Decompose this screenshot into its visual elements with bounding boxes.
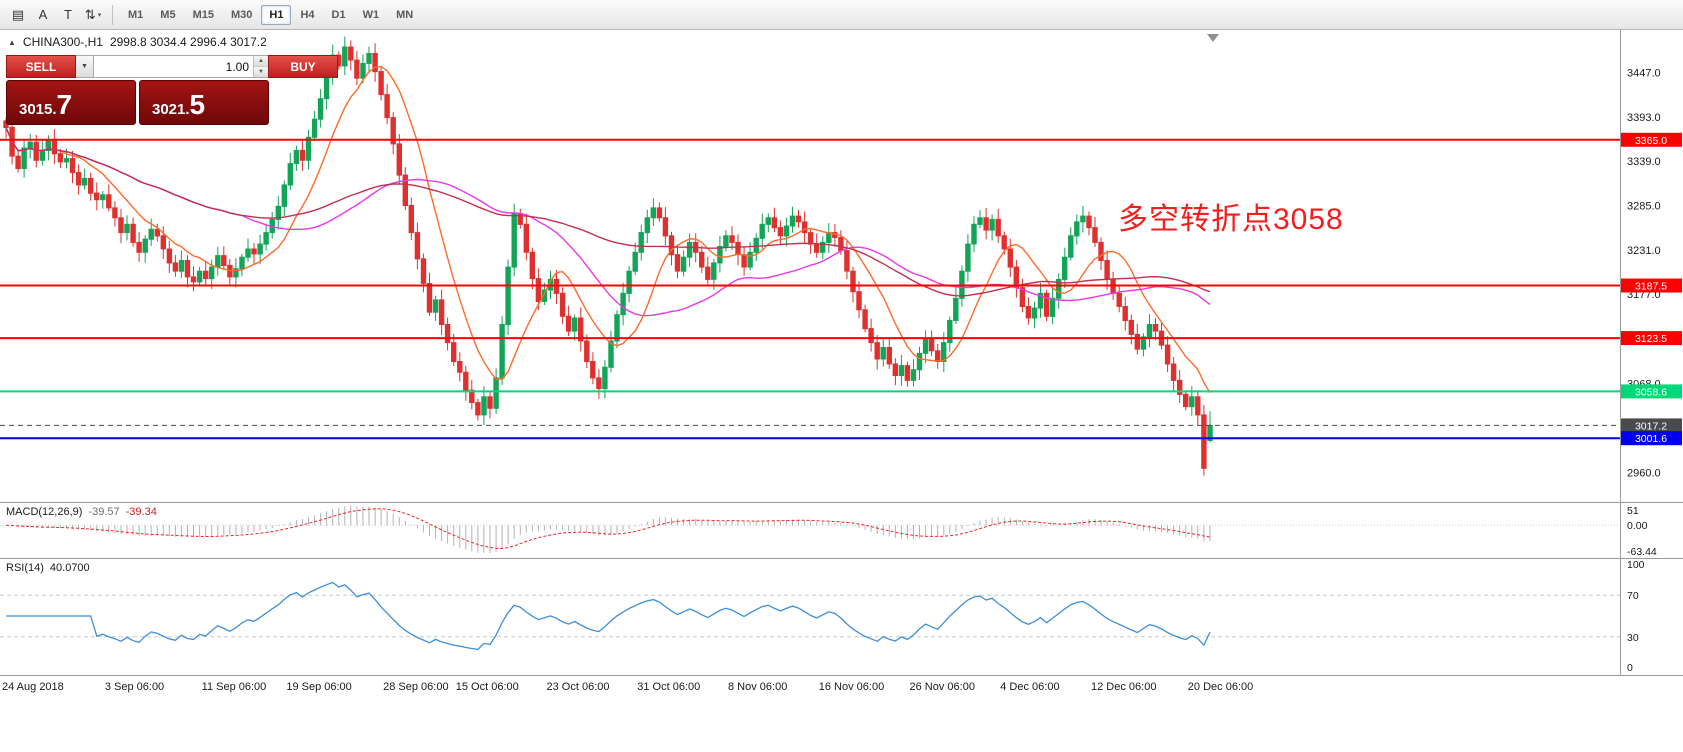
ask-price-big-digit: 5: [189, 89, 206, 121]
tick-levels-icon[interactable]: ▤: [11, 6, 25, 22]
svg-text:0: 0: [1627, 662, 1633, 674]
volume-spinner: ▲ ▼: [253, 56, 268, 77]
bid-price-big-digit: 7: [56, 89, 73, 121]
macd-canvas[interactable]: 51 0.00 -63.44: [0, 503, 1683, 558]
time-axis-label: 26 Nov 06:00: [909, 681, 975, 693]
price-chart-canvas[interactable]: 3447.03393.03339.03285.03231.03177.03068…: [0, 30, 1683, 502]
timeframe-button-m15[interactable]: M15: [192, 8, 214, 21]
volume-field: ▲ ▼: [94, 55, 268, 78]
time-axis-label: 28 Sep 06:00: [383, 681, 449, 693]
time-axis-label: 12 Dec 06:00: [1091, 681, 1157, 693]
panel-divider[interactable]: [0, 558, 1683, 559]
chevron-down-icon: ▾: [97, 11, 102, 19]
svg-text:3017.2: 3017.2: [1635, 420, 1667, 432]
rsi-canvas[interactable]: 100 70 30 0: [0, 559, 1683, 675]
bid-price-button[interactable]: 3015. 7: [6, 80, 136, 125]
rsi-panel[interactable]: 100 70 30 0 RSI(14) 40.0700: [0, 559, 1683, 675]
svg-text:3231.0: 3231.0: [1627, 245, 1661, 257]
timeframe-button-m1[interactable]: M1: [128, 8, 144, 21]
toolbar-separator: [112, 4, 113, 25]
macd-name: MACD(12,26,9): [6, 506, 83, 518]
ask-price-button[interactable]: 3021. 5: [139, 80, 269, 125]
panel-divider[interactable]: [0, 675, 1683, 676]
volume-increase-button[interactable]: ▲: [254, 56, 268, 67]
svg-text:-63.44: -63.44: [1627, 546, 1657, 558]
svg-text:3123.5: 3123.5: [1635, 333, 1667, 345]
price-chart-panel[interactable]: 3447.03393.03339.03285.03231.03177.03068…: [0, 30, 1683, 502]
svg-text:3339.0: 3339.0: [1627, 156, 1661, 168]
time-axis-label: 20 Dec 06:00: [1187, 681, 1254, 693]
volume-input[interactable]: [94, 56, 253, 77]
timeframe-button-d1[interactable]: D1: [331, 8, 346, 21]
style-selector-button[interactable]: ⇅ ▾: [81, 4, 105, 26]
panel-divider[interactable]: [0, 502, 1683, 503]
bid-price-prefix: 3015.: [19, 100, 57, 118]
svg-text:3001.6: 3001.6: [1635, 433, 1667, 445]
sell-button[interactable]: SELL: [6, 55, 76, 78]
collapse-trade-panel-icon[interactable]: ▲: [8, 37, 16, 47]
ask-price-prefix: 3021.: [152, 100, 190, 118]
chart-text-annotation: 多空转折点3058: [1118, 203, 1344, 236]
time-axis-label: 4 Dec 06:00: [1000, 681, 1060, 693]
symbol-info: ▲ CHINA300-,H1 2998.8 3034.4 2996.4 3017…: [8, 35, 267, 49]
timeframe-button-m5[interactable]: M5: [160, 8, 176, 21]
svg-text:3365.0: 3365.0: [1635, 135, 1667, 147]
time-axis-label: 16 Nov 06:00: [818, 681, 885, 693]
buy-button[interactable]: BUY: [268, 55, 338, 78]
timeframe-button-h4[interactable]: H4: [300, 8, 315, 21]
symbol-name: CHINA300-,H1: [22, 35, 103, 49]
style-selector-icon: ⇅: [84, 6, 96, 22]
timeframe-button-mn[interactable]: MN: [396, 8, 414, 21]
svg-text:3393.0: 3393.0: [1627, 112, 1661, 124]
toolbar: ▤ A T ⇅ ▾ M1 M5 M15 M30 H1 H4 D1 W1 MN: [0, 0, 1683, 30]
volume-decrease-button[interactable]: ▼: [254, 67, 268, 77]
time-axis-label: 3 Sep 06:00: [104, 681, 165, 693]
macd-label: MACD(12,26,9) -39.57 -39.34: [6, 506, 157, 518]
svg-text:3187.5: 3187.5: [1635, 281, 1667, 293]
macd-panel[interactable]: 51 0.00 -63.44 MACD(12,26,9) -39.57 -39.34: [0, 503, 1683, 558]
time-axis-label: 8 Nov 06:00: [728, 681, 788, 693]
rsi-name: RSI(14): [6, 562, 44, 574]
svg-text:100: 100: [1627, 559, 1645, 571]
time-axis-label: 24 Aug 2018: [2, 681, 64, 693]
time-axis-label: 23 Oct 06:00: [546, 681, 610, 693]
insert-text-icon[interactable]: A: [38, 7, 48, 22]
svg-text:2960.0: 2960.0: [1627, 467, 1661, 479]
timeframe-button-w1[interactable]: W1: [362, 8, 380, 21]
text-label-icon[interactable]: T: [64, 7, 72, 22]
macd-signal-value: -39.34: [125, 506, 157, 518]
svg-text:70: 70: [1627, 590, 1639, 602]
svg-text:3058.6: 3058.6: [1635, 386, 1667, 398]
time-axis-label: 11 Sep 06:00: [201, 681, 267, 693]
svg-text:3447.0: 3447.0: [1627, 67, 1661, 79]
rsi-value: 40.0700: [49, 562, 90, 574]
timeframe-button-h1[interactable]: H1: [261, 4, 292, 25]
time-axis-label: 31 Oct 06:00: [637, 681, 701, 693]
one-click-trade-panel: SELL ▼ ▲ ▼ BUY 3015. 7: [6, 55, 338, 125]
volume-dropdown-button[interactable]: ▼: [76, 55, 94, 78]
rsi-label: RSI(14) 40.0700: [6, 562, 90, 574]
svg-text:51: 51: [1627, 505, 1639, 517]
timeframe-button-m30[interactable]: M30: [230, 8, 253, 21]
time-axis-label: 19 Sep 06:00: [286, 681, 352, 693]
macd-main-value: -39.57: [88, 506, 120, 518]
svg-text:3285.0: 3285.0: [1627, 201, 1661, 213]
chart-window: 3447.03393.03339.03285.03231.03177.03068…: [0, 30, 1683, 752]
time-axis[interactable]: 24 Aug 2018 3 Sep 06:00 11 Sep 06:00 19 Sep…: [0, 676, 1683, 701]
time-axis-label: 15 Oct 06:00: [455, 681, 519, 693]
svg-text:0.00: 0.00: [1627, 520, 1648, 532]
ohlc-values: 2998.8 3034.4 2996.4 3017.2: [109, 35, 267, 49]
svg-text:30: 30: [1627, 632, 1639, 644]
